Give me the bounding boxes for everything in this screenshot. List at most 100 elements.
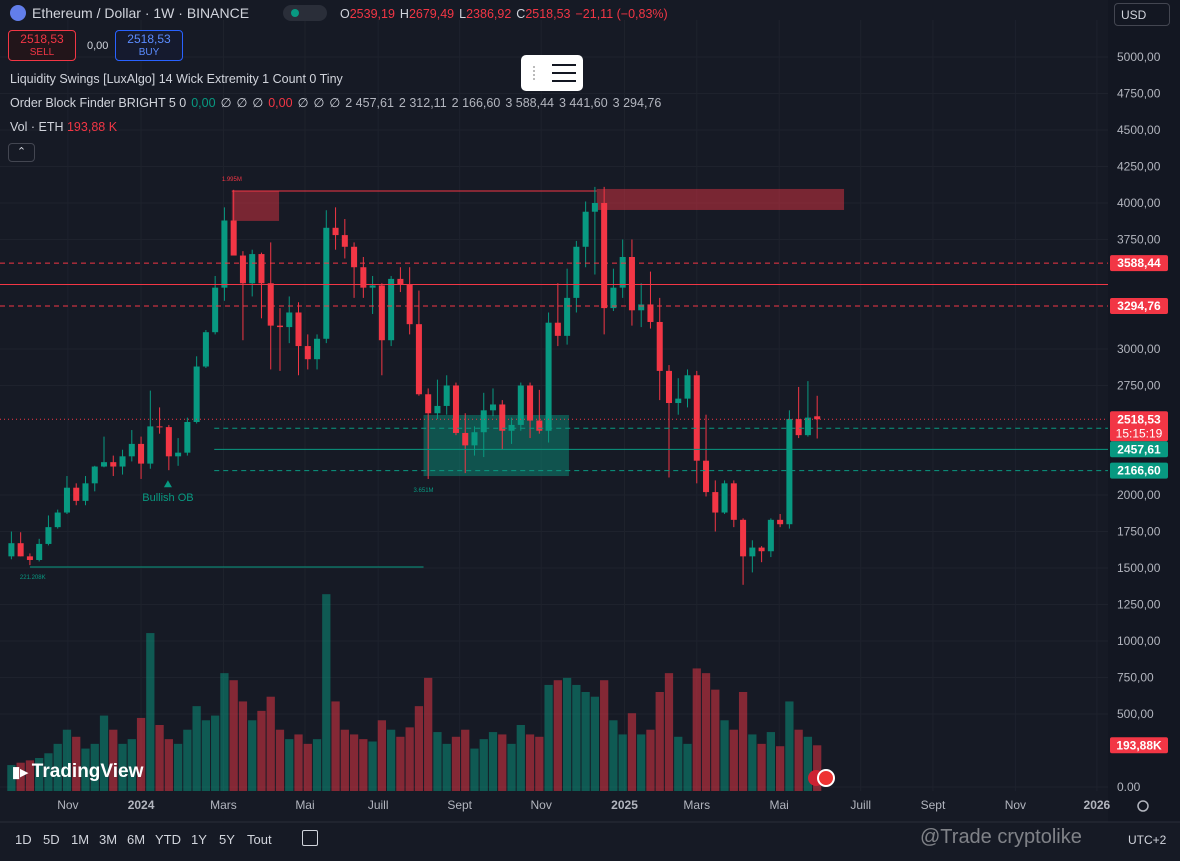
candle-body	[63, 487, 70, 513]
volume-bar	[220, 673, 229, 791]
volume-bar	[16, 762, 25, 791]
volume-bar	[414, 706, 424, 791]
candle-body	[767, 519, 774, 552]
range-button[interactable]: 6M	[127, 832, 146, 847]
volume-bar	[692, 668, 701, 791]
ohlc-key: H	[399, 7, 409, 21]
range-button[interactable]: Tout	[247, 832, 272, 847]
price-label: 15:15:19	[1116, 426, 1163, 440]
currency[interactable]: USD	[1114, 3, 1170, 26]
volume-bar	[637, 734, 646, 791]
collapse-button[interactable]: ⌃	[8, 143, 35, 162]
candle-body	[703, 460, 710, 493]
volume-bar	[479, 739, 488, 791]
volume-bar	[164, 739, 173, 791]
candle-body	[73, 487, 80, 501]
indicator-order-block[interactable]: Order Block Finder BRIGHT 5 0 0,00 ∅ ∅ ∅ 0,00…	[10, 95, 661, 110]
symbol[interactable]: Ethereum / Dollar · 1W · BINANCE	[32, 5, 250, 21]
ohlc-legend: O2539,19 H2679,49 L2386,92 C2518,53 −21,11 (…	[340, 7, 668, 21]
range-button[interactable]: 1Y	[191, 832, 207, 847]
candle-body	[26, 556, 33, 560]
zone	[231, 190, 280, 221]
y-tick-label: 5000,00	[1117, 50, 1161, 64]
volume-bar	[201, 720, 211, 791]
volume-bar	[683, 743, 692, 791]
range-button[interactable]: 5Y	[219, 832, 235, 847]
volume-bar	[53, 743, 62, 791]
candle-body	[304, 346, 311, 360]
y-tick-label: 1000,00	[1117, 634, 1161, 648]
price-label: 2166,60	[1117, 464, 1161, 478]
candle-body	[452, 385, 459, 433]
candle-body	[693, 375, 700, 461]
y-tick-label: 750,00	[1117, 671, 1154, 685]
volume-bar	[590, 696, 600, 791]
candle-body	[8, 543, 15, 557]
volume-bar	[433, 732, 442, 791]
ob-level: 2 166,60	[451, 96, 501, 110]
candle-body	[471, 432, 478, 446]
volume-bar	[229, 680, 238, 791]
candle-body	[267, 283, 274, 326]
range-button[interactable]: 3M	[99, 832, 118, 847]
price-label-bg	[1110, 411, 1168, 442]
candle-body	[128, 443, 135, 457]
volume-bar	[127, 739, 136, 791]
range-button[interactable]: 1D	[15, 832, 32, 847]
volume-bar	[507, 743, 516, 791]
buy-button[interactable]: 2518,53 BUY	[115, 30, 183, 61]
plot: Bullish OB	[0, 20, 1108, 791]
ob-value: ∅	[297, 96, 309, 110]
range-button[interactable]: 1M	[71, 832, 90, 847]
status-badge[interactable]	[283, 5, 327, 21]
volume-bar	[7, 765, 16, 791]
timezone[interactable]: UTC+2	[1128, 833, 1167, 847]
ob-level: 3 294,76	[612, 96, 662, 110]
candle-body	[480, 410, 487, 433]
x-tick-label: Mai	[295, 798, 314, 812]
candle-body	[545, 322, 552, 431]
volume-bar	[62, 729, 72, 791]
candle-body	[156, 426, 163, 428]
coin-icon	[10, 5, 26, 21]
candle-body	[351, 246, 358, 268]
y-tick-label: 500,00	[1117, 707, 1154, 721]
volume-bar	[322, 594, 331, 791]
indicator-volume[interactable]: Vol · ETH 193,88 K	[10, 120, 117, 134]
volume-bar	[368, 741, 377, 791]
candle-body	[249, 254, 256, 284]
calendar-icon[interactable]	[302, 830, 318, 846]
candle-body	[397, 278, 404, 285]
price-label: 3294,76	[1117, 299, 1161, 313]
indicator-liquidity[interactable]: Liquidity Swings [LuxAlgo] 14 Wick Extre…	[10, 72, 343, 86]
zone	[423, 414, 569, 477]
candle-body	[443, 385, 450, 406]
x-tick-label: 2024	[128, 798, 155, 812]
candle-body	[165, 427, 172, 457]
volume-bar	[600, 680, 609, 791]
candle-body	[777, 519, 784, 525]
floating-toolbar[interactable]	[521, 55, 583, 91]
volume-bar	[738, 692, 748, 791]
range-button[interactable]: YTD	[155, 832, 181, 847]
watermark: @Trade cryptolike	[920, 826, 1082, 848]
y-tick-label: 2000,00	[1117, 488, 1161, 502]
x-tick-label: Mars	[210, 798, 237, 812]
range-button[interactable]: 5D	[43, 832, 60, 847]
volume-bar	[275, 729, 285, 791]
ohlc-value: 2679,49	[408, 7, 455, 21]
volume-bar	[81, 748, 90, 791]
price-label-bg	[1110, 255, 1168, 272]
candle-body	[286, 312, 293, 328]
volume-bar	[720, 720, 729, 791]
candle-body	[369, 285, 376, 288]
settings-icon[interactable]	[1137, 800, 1149, 812]
volume-bar	[701, 673, 711, 791]
candle-body	[573, 246, 580, 298]
volume-bar	[794, 729, 803, 791]
candle-body	[91, 466, 98, 484]
volume-bar	[349, 734, 359, 791]
buy-price: 2518,53	[127, 32, 171, 46]
sell-button[interactable]: 2518,53 SELL	[8, 30, 76, 61]
candle-body	[499, 404, 506, 431]
